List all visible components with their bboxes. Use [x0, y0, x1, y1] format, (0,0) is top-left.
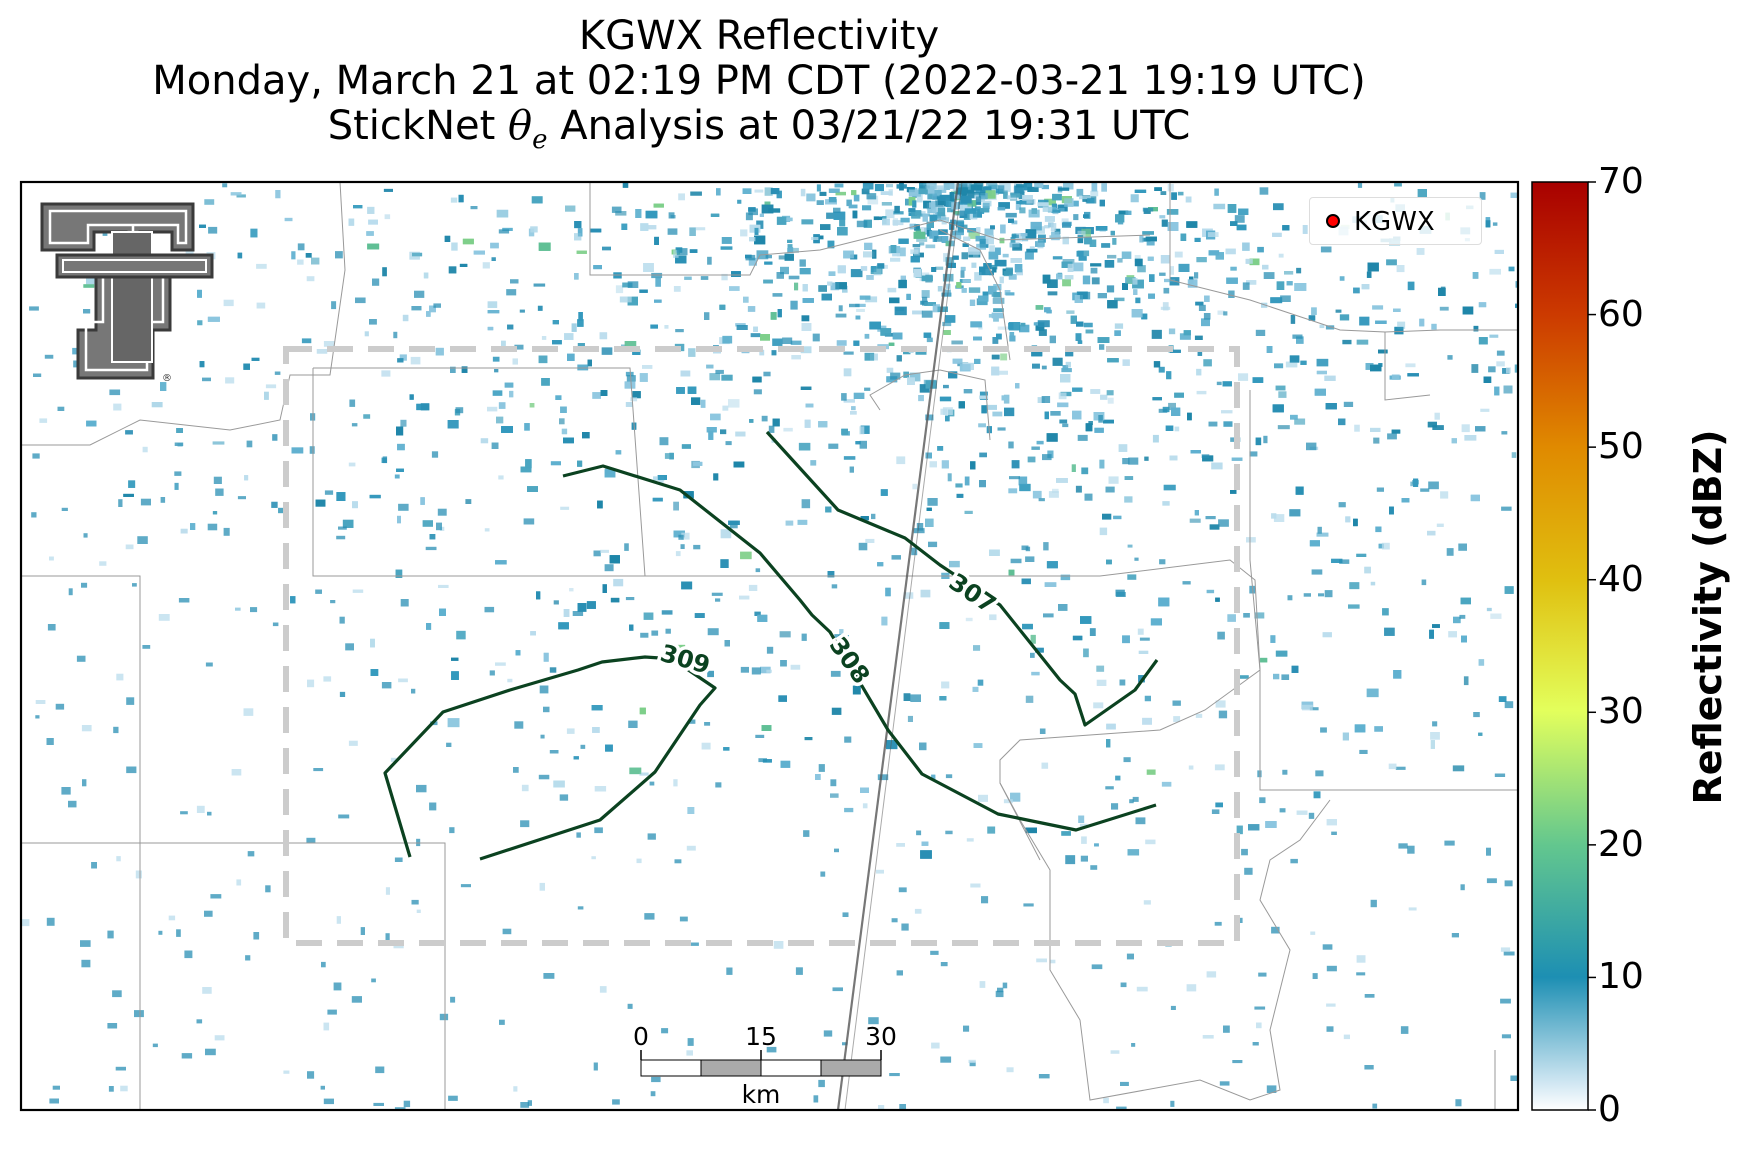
colorbar-tick-label: 70 [1598, 161, 1644, 202]
title-radar: KGWX Reflectivity [578, 13, 940, 59]
contour-label-308: 308 [824, 632, 876, 689]
contour-lines [383, 430, 1159, 861]
colorbar-gradient [1531, 181, 1589, 1111]
theta-symbol: θ [508, 103, 533, 149]
contour-label-309: 309 [657, 639, 713, 680]
colorbar-tick-label: 30 [1598, 691, 1644, 733]
colorbar-label: Reflectivity (dBZ) [1686, 429, 1730, 805]
title-analysis-prefix: StickNet [327, 103, 508, 149]
title-block: KGWX Reflectivity Monday, March 21 at 02… [0, 14, 1518, 163]
radar-site-marker-icon [1326, 214, 1340, 228]
title-analysis: StickNet θe Analysis at 03/21/22 19:31 U… [0, 104, 1518, 163]
legend-label: KGWX [1354, 207, 1435, 237]
colorbar [1531, 181, 1596, 1111]
scalebar-unit: km [741, 1080, 781, 1109]
colorbar-tick-label: 40 [1598, 558, 1644, 600]
colorbar-tick-label: 50 [1598, 426, 1644, 468]
contour-line-309 [383, 655, 717, 861]
logo-registered-mark: ® [162, 373, 172, 384]
legend: KGWX [1309, 197, 1482, 245]
contour-label-307: 307 [944, 568, 1001, 619]
colorbar-tick-label: 60 [1598, 293, 1644, 335]
title-time: Monday, March 21 at 02:19 PM CDT (2022-0… [152, 58, 1366, 104]
analysis-domain-box [283, 346, 1240, 946]
title-analysis-suffix: Analysis at 03/21/22 19:31 UTC [547, 103, 1191, 149]
contour-line-307 [765, 430, 1159, 727]
theta-subscript: e [532, 125, 548, 155]
scalebar-tick-15: 15 [745, 1022, 777, 1051]
map-frame [19, 180, 1520, 1112]
colorbar-tick-label: 0 [1598, 1089, 1621, 1130]
radar-radials [836, 182, 963, 1110]
scale-bar [640, 1050, 882, 1077]
colorbar-tick-label: 20 [1598, 823, 1644, 865]
colorbar-tick-label: 10 [1598, 956, 1644, 998]
radar-echoes [21, 182, 1518, 1110]
double-t-logo-icon [40, 202, 214, 380]
scalebar-tick-0: 0 [633, 1022, 649, 1051]
county-boundaries [21, 182, 1518, 1110]
contour-line-308 [562, 464, 1157, 832]
scalebar-tick-30: 30 [865, 1022, 897, 1051]
logo: ® [40, 202, 214, 384]
